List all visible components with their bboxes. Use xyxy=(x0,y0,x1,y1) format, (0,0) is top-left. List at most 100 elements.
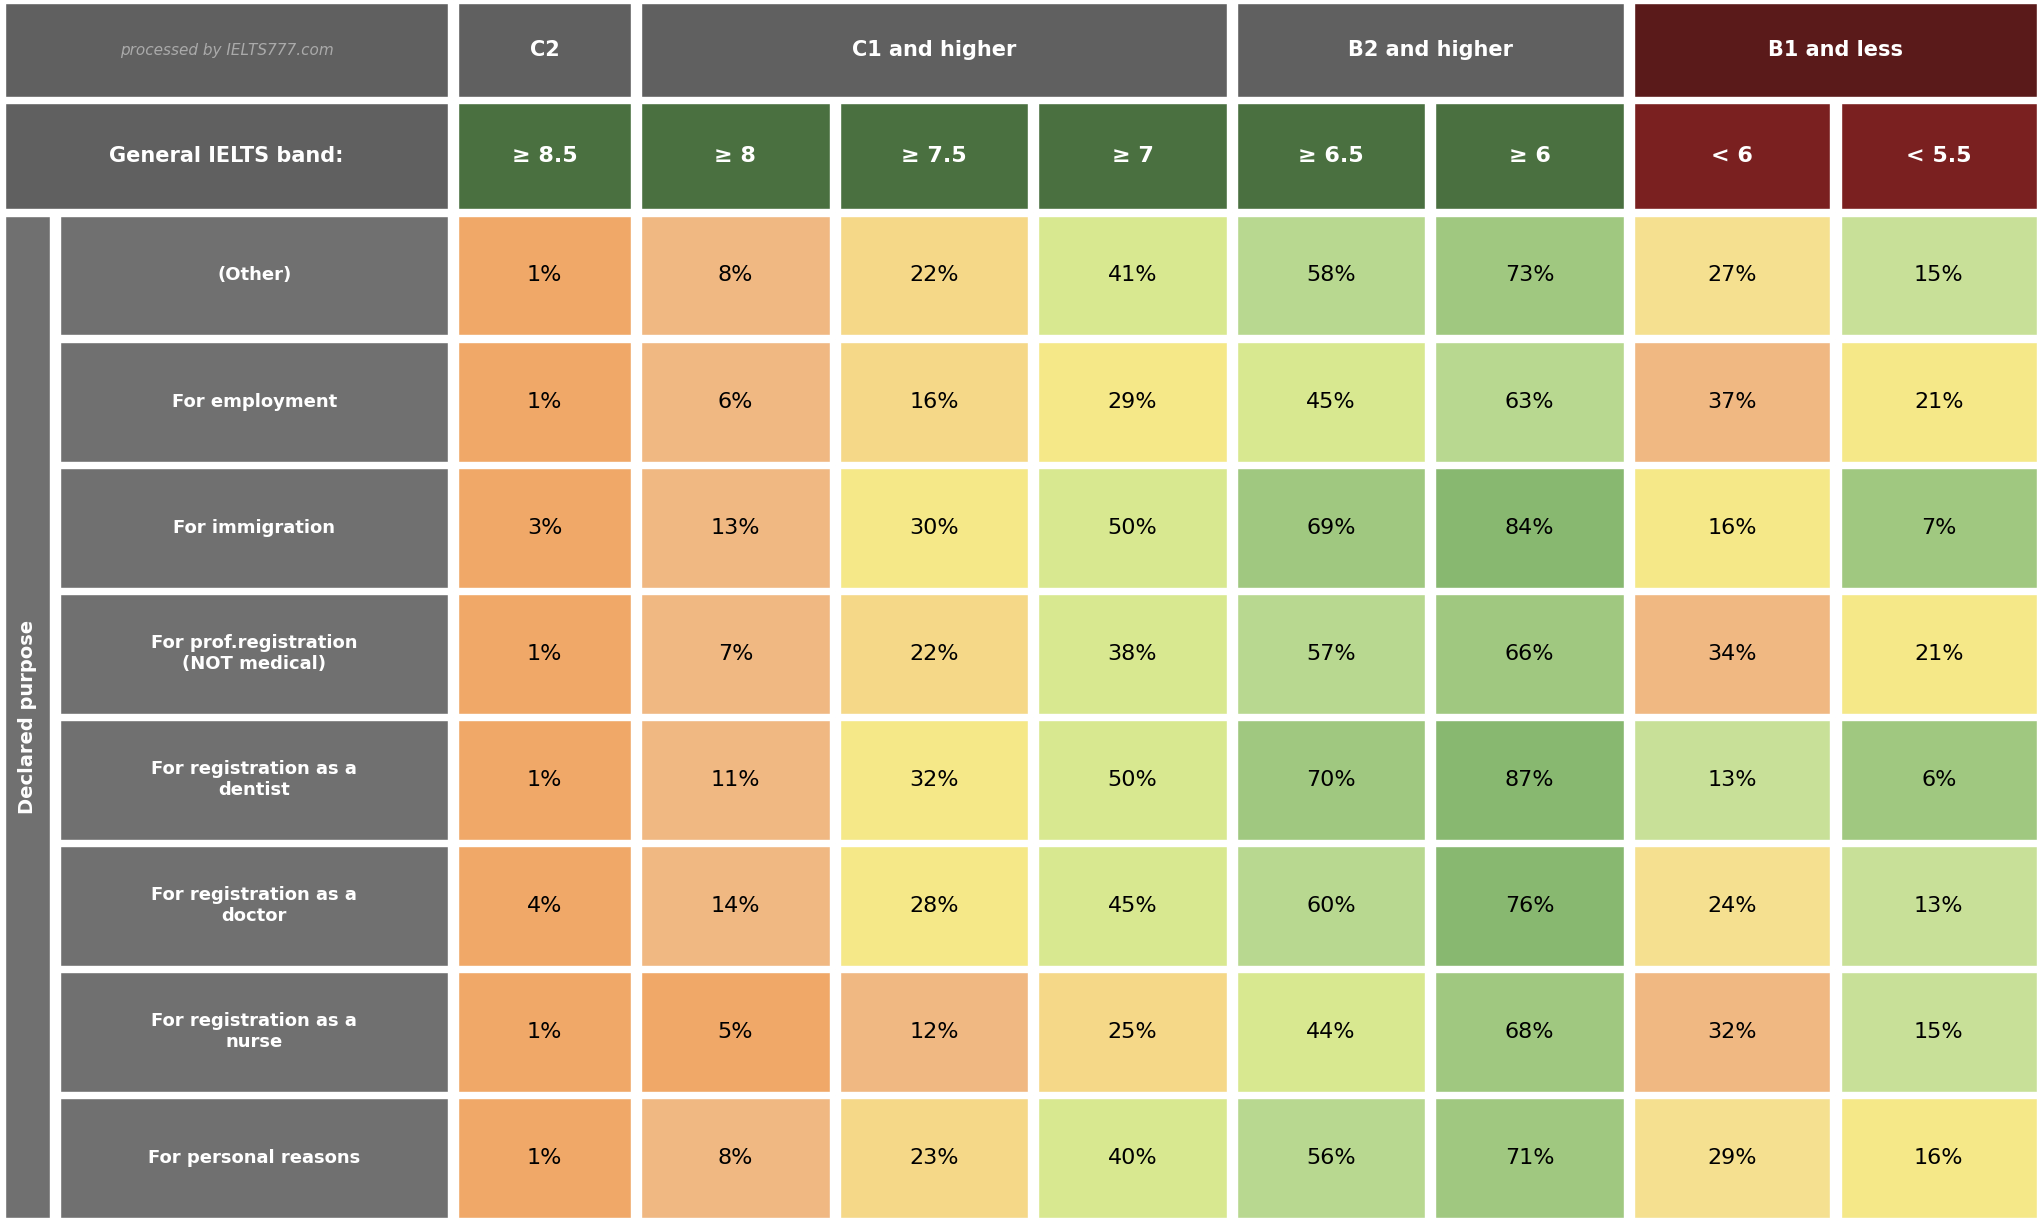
Bar xyxy=(829,212,835,338)
Bar xyxy=(1836,338,1840,464)
Bar xyxy=(447,0,453,100)
Bar xyxy=(1429,462,1630,464)
Bar xyxy=(55,968,453,972)
Bar xyxy=(1027,464,1033,591)
Bar xyxy=(1630,212,1836,215)
Bar xyxy=(1231,0,1630,100)
Bar xyxy=(1429,1095,1630,1221)
Bar xyxy=(1227,0,1231,100)
Bar xyxy=(1425,842,1429,969)
Bar xyxy=(835,968,839,1095)
Bar xyxy=(1033,1095,1231,1098)
Bar xyxy=(453,591,457,717)
Text: 50%: 50% xyxy=(1107,769,1158,790)
Bar xyxy=(1231,966,1429,969)
Bar xyxy=(1033,462,1231,464)
Bar xyxy=(453,96,635,100)
Bar xyxy=(0,212,55,1221)
Bar xyxy=(1429,338,1630,342)
Text: 30%: 30% xyxy=(909,518,958,537)
Bar xyxy=(55,966,453,969)
Bar xyxy=(1227,100,1231,212)
Bar xyxy=(1429,100,1630,103)
Bar xyxy=(1836,968,1840,1095)
Bar xyxy=(1630,717,1634,842)
Bar xyxy=(453,713,635,717)
Bar xyxy=(55,713,453,717)
Bar xyxy=(1429,591,1436,717)
Text: processed by IELTS777.com: processed by IELTS777.com xyxy=(120,43,333,57)
Bar xyxy=(1033,968,1231,1095)
Bar xyxy=(1231,338,1429,464)
Bar xyxy=(1836,968,2042,972)
Text: 27%: 27% xyxy=(1707,265,1756,286)
Text: 5%: 5% xyxy=(717,1022,753,1042)
Text: 28%: 28% xyxy=(909,896,958,916)
Bar xyxy=(1231,96,1630,100)
Bar xyxy=(55,212,453,215)
Bar xyxy=(835,462,1033,464)
Bar xyxy=(453,840,635,842)
Bar xyxy=(1830,464,1836,591)
Bar xyxy=(49,212,55,1221)
Bar xyxy=(1429,210,1630,212)
Bar xyxy=(829,1095,835,1221)
Bar xyxy=(453,464,635,468)
Bar xyxy=(1231,968,1429,972)
Bar xyxy=(1836,1092,2042,1095)
Bar xyxy=(1836,100,2042,212)
Bar xyxy=(453,464,457,591)
Bar xyxy=(1033,464,1037,591)
Bar xyxy=(1623,100,1630,212)
Bar xyxy=(453,0,457,100)
Bar xyxy=(1630,968,1634,1095)
Bar xyxy=(835,1092,1033,1095)
Bar xyxy=(453,462,635,464)
Text: 1%: 1% xyxy=(527,643,562,664)
Bar xyxy=(1630,717,1836,720)
Text: 40%: 40% xyxy=(1107,1148,1158,1168)
Bar xyxy=(1429,840,1630,842)
Bar xyxy=(453,212,457,338)
Bar xyxy=(1630,842,1836,846)
Text: ≥ 8.5: ≥ 8.5 xyxy=(513,147,578,166)
Bar xyxy=(453,966,635,969)
Bar xyxy=(635,713,835,717)
Bar xyxy=(631,464,635,591)
Bar xyxy=(1033,842,1037,969)
Bar xyxy=(55,464,453,591)
Bar xyxy=(1027,1095,1033,1221)
Bar xyxy=(1429,100,1630,212)
Bar xyxy=(453,1095,635,1221)
Bar xyxy=(1027,842,1033,969)
Text: 23%: 23% xyxy=(909,1148,958,1168)
Text: 8%: 8% xyxy=(717,1148,753,1168)
Text: ≥ 7: ≥ 7 xyxy=(1111,147,1154,166)
Text: ≥ 7.5: ≥ 7.5 xyxy=(901,147,966,166)
Bar xyxy=(453,1219,635,1221)
Text: 58%: 58% xyxy=(1307,265,1356,286)
Bar xyxy=(1231,968,1237,1095)
Bar xyxy=(635,0,641,100)
Bar xyxy=(55,1092,453,1095)
Bar xyxy=(1630,1095,1836,1221)
Bar xyxy=(1033,1095,1037,1221)
Text: 11%: 11% xyxy=(711,769,760,790)
Bar xyxy=(1033,713,1231,717)
Bar xyxy=(55,717,59,842)
Bar xyxy=(635,968,835,972)
Bar xyxy=(1630,336,1836,338)
Bar xyxy=(1836,717,2042,720)
Text: 4%: 4% xyxy=(527,896,562,916)
Bar xyxy=(635,1092,835,1095)
Text: 68%: 68% xyxy=(1505,1022,1554,1042)
Bar xyxy=(1033,717,1231,720)
Bar xyxy=(635,968,641,1095)
Bar xyxy=(1429,1092,1630,1095)
Bar xyxy=(453,968,635,972)
Bar xyxy=(1033,591,1037,717)
Bar xyxy=(55,591,453,717)
Bar xyxy=(1429,591,1630,593)
Bar xyxy=(447,212,453,338)
Bar xyxy=(1033,338,1231,464)
